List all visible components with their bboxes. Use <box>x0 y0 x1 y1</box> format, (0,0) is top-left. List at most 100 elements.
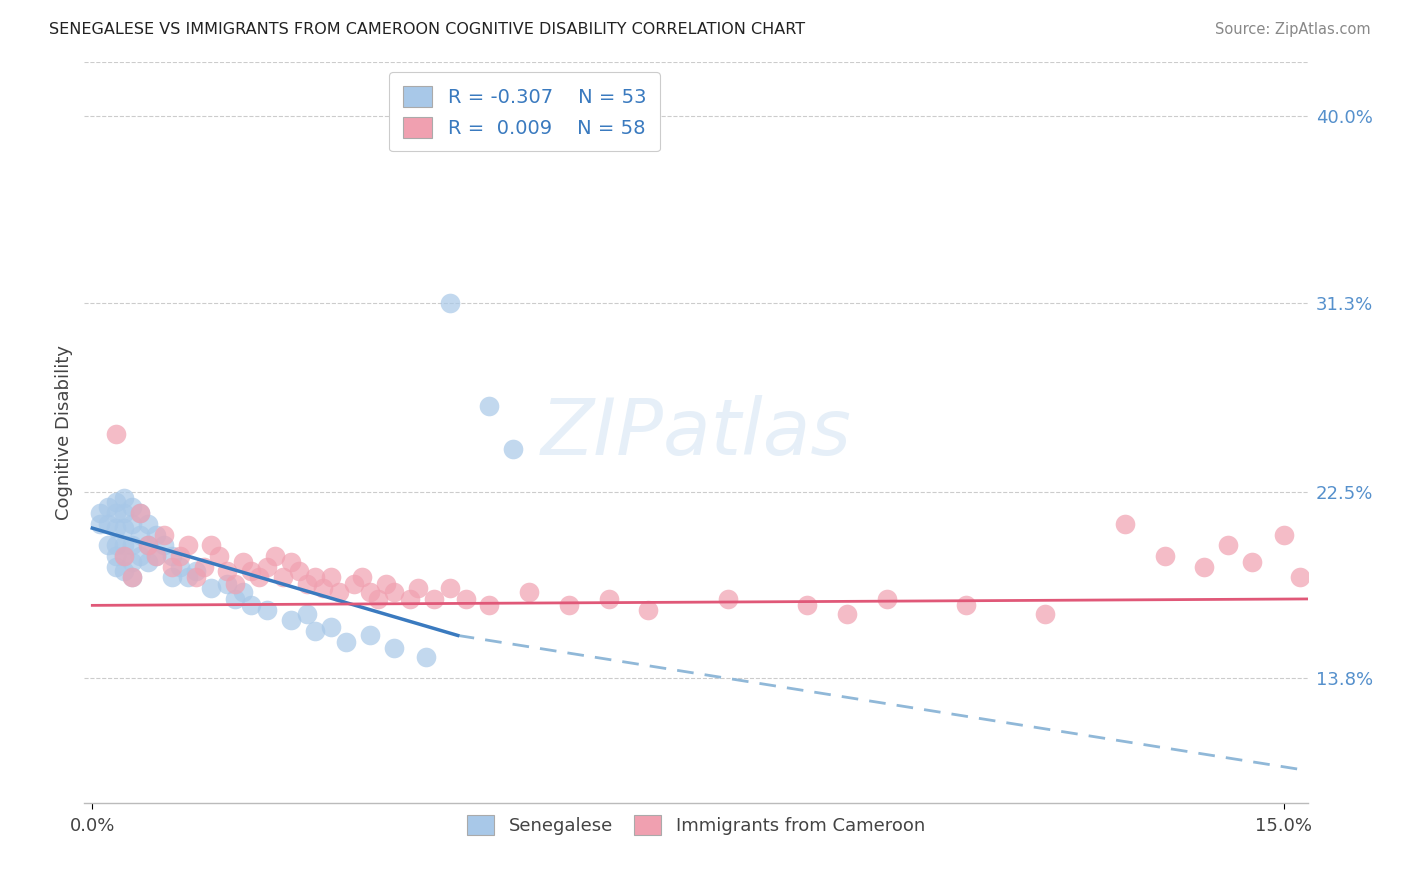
Point <box>1114 516 1136 531</box>
Point <box>1288 570 1310 584</box>
Point <box>256 559 278 574</box>
Point <box>352 570 374 584</box>
Point <box>876 591 898 606</box>
Point <box>105 538 128 552</box>
Point <box>502 442 524 456</box>
Point <box>105 426 128 441</box>
Point <box>217 564 239 578</box>
Point <box>105 495 128 509</box>
Point <box>271 570 294 584</box>
Point <box>217 577 239 591</box>
Point <box>129 506 152 520</box>
Point <box>200 581 222 595</box>
Point <box>1240 556 1263 570</box>
Point <box>439 581 461 595</box>
Legend: Senegalese, Immigrants from Cameroon: Senegalese, Immigrants from Cameroon <box>456 804 936 846</box>
Point <box>89 506 111 520</box>
Point <box>1035 607 1057 621</box>
Point <box>152 538 174 552</box>
Point <box>375 577 398 591</box>
Point <box>247 570 270 584</box>
Point <box>478 399 501 413</box>
Point <box>367 591 389 606</box>
Point <box>89 516 111 531</box>
Point <box>1153 549 1175 563</box>
Point <box>224 591 246 606</box>
Point <box>1194 559 1216 574</box>
Point <box>304 570 326 584</box>
Point <box>288 564 311 578</box>
Point <box>328 585 350 599</box>
Point <box>97 516 120 531</box>
Point <box>176 570 198 584</box>
Point <box>264 549 287 563</box>
Point <box>176 538 198 552</box>
Point <box>517 585 540 599</box>
Text: ZIPatlas: ZIPatlas <box>540 394 852 471</box>
Point <box>232 556 254 570</box>
Point <box>105 549 128 563</box>
Point <box>169 549 191 563</box>
Point <box>343 577 366 591</box>
Point <box>359 628 381 642</box>
Point <box>169 559 191 574</box>
Point <box>955 599 977 613</box>
Point <box>295 607 318 621</box>
Point <box>256 602 278 616</box>
Point <box>1218 538 1240 552</box>
Point <box>311 581 333 595</box>
Y-axis label: Cognitive Disability: Cognitive Disability <box>55 345 73 520</box>
Point <box>112 491 135 505</box>
Text: Source: ZipAtlas.com: Source: ZipAtlas.com <box>1215 22 1371 37</box>
Point <box>160 570 183 584</box>
Point <box>193 559 215 574</box>
Point <box>382 585 405 599</box>
Point <box>112 549 135 563</box>
Point <box>129 527 152 541</box>
Point <box>598 591 620 606</box>
Point <box>439 295 461 310</box>
Point <box>415 649 437 664</box>
Point <box>152 527 174 541</box>
Point <box>105 559 128 574</box>
Point <box>224 577 246 591</box>
Point <box>304 624 326 639</box>
Point <box>319 570 342 584</box>
Point <box>97 538 120 552</box>
Point <box>717 591 740 606</box>
Point <box>382 641 405 656</box>
Point <box>208 549 231 563</box>
Point <box>280 614 302 628</box>
Point <box>359 585 381 599</box>
Point <box>129 549 152 563</box>
Point <box>136 516 159 531</box>
Point <box>105 521 128 535</box>
Point <box>160 549 183 563</box>
Point <box>121 556 143 570</box>
Point <box>121 516 143 531</box>
Point <box>200 538 222 552</box>
Point <box>145 549 167 563</box>
Point <box>280 556 302 570</box>
Point <box>406 581 429 595</box>
Point <box>399 591 422 606</box>
Point <box>478 599 501 613</box>
Point <box>184 570 207 584</box>
Point <box>240 599 263 613</box>
Point <box>558 599 581 613</box>
Point <box>112 549 135 563</box>
Point <box>112 538 135 552</box>
Point <box>121 538 143 552</box>
Point <box>145 549 167 563</box>
Point <box>454 591 477 606</box>
Point <box>136 538 159 552</box>
Point <box>835 607 858 621</box>
Point <box>1272 527 1295 541</box>
Point <box>637 602 659 616</box>
Point <box>105 506 128 520</box>
Point <box>295 577 318 591</box>
Point <box>121 570 143 584</box>
Point <box>112 506 135 520</box>
Point <box>240 564 263 578</box>
Text: SENEGALESE VS IMMIGRANTS FROM CAMEROON COGNITIVE DISABILITY CORRELATION CHART: SENEGALESE VS IMMIGRANTS FROM CAMEROON C… <box>49 22 806 37</box>
